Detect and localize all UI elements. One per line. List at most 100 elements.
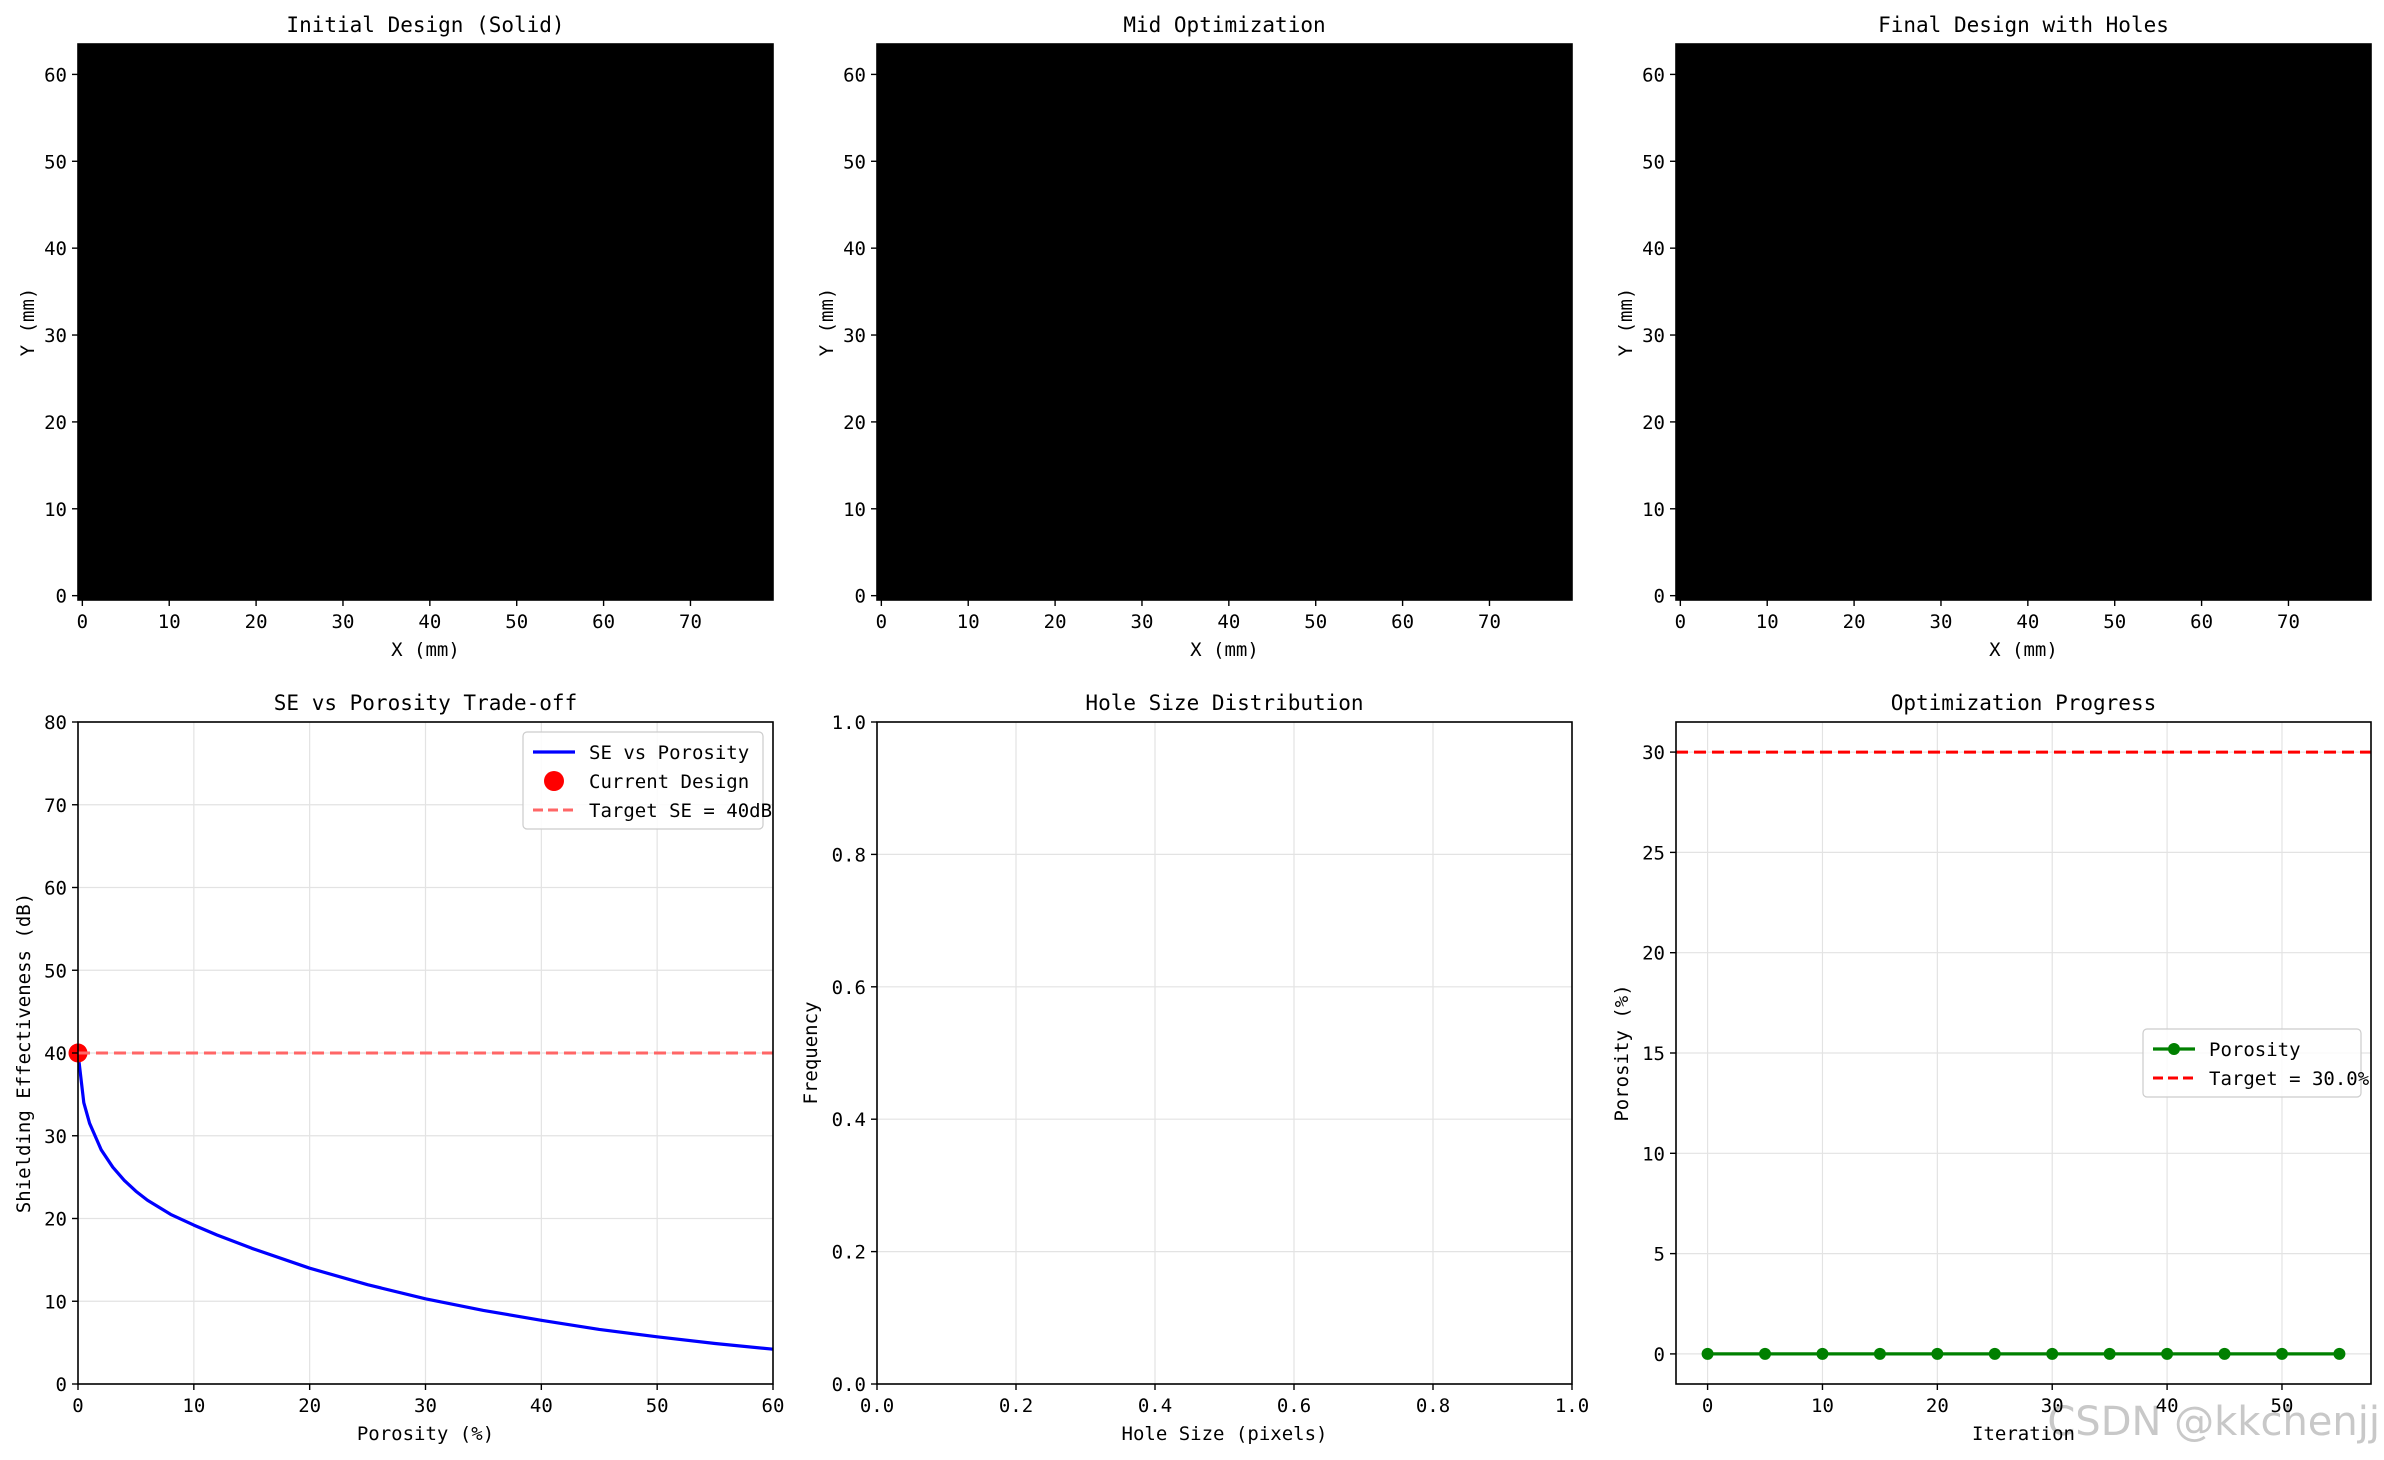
y-tick-label: 50 xyxy=(1642,151,1665,173)
x-tick-label: 20 xyxy=(1843,611,1866,633)
y-tick-label: 40 xyxy=(843,238,866,260)
x-tick-label: 60 xyxy=(762,1395,785,1417)
y-tick-label: 60 xyxy=(44,64,67,86)
legend-box xyxy=(2142,1028,2362,1098)
y-tick-label: 0.2 xyxy=(832,1242,866,1264)
y-tick-label: 0 xyxy=(1654,1344,1665,1366)
data-point xyxy=(1931,1347,1944,1360)
y-tick-label: 30 xyxy=(843,325,866,347)
x-tick-label: 50 xyxy=(1304,611,1327,633)
x-tick-label: 50 xyxy=(505,611,528,633)
x-tick-label: 70 xyxy=(679,611,702,633)
x-tick-label: 50 xyxy=(2103,611,2126,633)
axes-frame xyxy=(77,43,774,601)
x-tick-label: 0.4 xyxy=(1138,1395,1172,1417)
y-tick-label: 20 xyxy=(1642,943,1665,965)
legend: SE vs Porosity Current Design Target SE = … xyxy=(522,731,772,830)
x-tick-label: 40 xyxy=(1217,611,1240,633)
data-point xyxy=(1988,1347,2001,1360)
y-tick-label: 5 xyxy=(1654,1244,1665,1266)
data-point xyxy=(2333,1347,2346,1360)
x-tick-label: 60 xyxy=(2190,611,2213,633)
x-tick-label: 30 xyxy=(414,1395,437,1417)
x-tick-label: 40 xyxy=(2156,1395,2179,1417)
data-point xyxy=(1816,1347,1829,1360)
y-tick-label: 60 xyxy=(44,878,67,900)
x-tick-label: 40 xyxy=(418,611,441,633)
chart-title: SE vs Porosity Trade-off xyxy=(274,691,577,715)
x-tick-label: 0 xyxy=(1702,1395,1713,1417)
y-tick-label: 1.0 xyxy=(832,712,866,734)
x-tick-label: 0 xyxy=(72,1395,83,1417)
legend-label: Target SE = 40dB xyxy=(589,800,772,822)
subplot-2: 0 10 20 30 40 50 60 70 0 10 20 30 40 50 60 Mid Optimiza… xyxy=(816,13,1573,661)
y-tick-label: 15 xyxy=(1642,1043,1665,1065)
x-tick-label: 20 xyxy=(1044,611,1067,633)
series-line xyxy=(76,1052,774,1351)
x-tick-label: 50 xyxy=(2271,1395,2294,1417)
x-tick-label: 40 xyxy=(2016,611,2039,633)
axes-frame xyxy=(876,43,1573,601)
x-axis-label: Hole Size (pixels) xyxy=(1122,1423,1328,1445)
y-tick-label: 0.4 xyxy=(832,1109,866,1131)
y-tick-label: 0 xyxy=(56,586,67,608)
y-tick-label: 10 xyxy=(1642,499,1665,521)
x-axis-label: X (mm) xyxy=(1989,639,2058,661)
y-tick-label: 30 xyxy=(44,325,67,347)
y-tick-label: 20 xyxy=(1642,412,1665,434)
heatmap-image xyxy=(1676,44,2371,600)
data-point xyxy=(2103,1347,2116,1360)
y-tick-label: 10 xyxy=(1642,1143,1665,1165)
y-tick-label: 10 xyxy=(44,499,67,521)
axes-frame xyxy=(1675,43,2372,601)
x-tick-label: 10 xyxy=(957,611,980,633)
subplot-4: 0 10 20 30 40 50 60 0 10 20 30 40 50 60 70 80 SE vs Poro… xyxy=(13,691,784,1445)
legend: Porosity Target = 30.0% xyxy=(2142,1028,2370,1098)
y-axis-label: Porosity (%) xyxy=(1611,984,1633,1121)
x-tick-label: 0 xyxy=(876,611,887,633)
data-point xyxy=(2046,1347,2059,1360)
legend-label: SE vs Porosity xyxy=(589,742,749,764)
y-tick-label: 50 xyxy=(44,960,67,982)
x-tick-label: 0.8 xyxy=(1416,1395,1450,1417)
data-point xyxy=(1873,1347,1886,1360)
y-tick-label: 20 xyxy=(44,1209,67,1231)
x-tick-label: 20 xyxy=(298,1395,321,1417)
legend-box xyxy=(522,731,764,830)
data-point xyxy=(1759,1347,1772,1360)
y-tick-label: 50 xyxy=(44,151,67,173)
x-tick-label: 0 xyxy=(77,611,88,633)
subplot-1: 0 10 20 30 40 50 60 70 0 10 20 30 40 50 60 Initial Desi… xyxy=(17,13,774,661)
subplot-6: 0 10 20 30 40 50 0 5 10 15 20 25 30 Optimization Prog… xyxy=(1611,691,2372,1445)
y-tick-label: 80 xyxy=(44,712,67,734)
x-axis-label: Porosity (%) xyxy=(357,1423,494,1445)
y-tick-label: 40 xyxy=(1642,238,1665,260)
y-tick-label: 20 xyxy=(44,412,67,434)
watermark: CSDN @kkchenjj xyxy=(2047,1399,2380,1445)
y-axis-label: Y (mm) xyxy=(17,288,39,357)
y-tick-label: 0 xyxy=(855,586,866,608)
x-axis-label: Iteration xyxy=(1972,1423,2075,1445)
data-point xyxy=(2275,1347,2288,1360)
x-tick-label: 40 xyxy=(530,1395,553,1417)
y-tick-label: 60 xyxy=(843,64,866,86)
x-tick-label: 0.2 xyxy=(999,1395,1033,1417)
y-tick-label: 0 xyxy=(56,1374,67,1396)
x-tick-label: 10 xyxy=(158,611,181,633)
x-tick-label: 20 xyxy=(1926,1395,1949,1417)
x-tick-label: 20 xyxy=(245,611,268,633)
y-tick-label: 0.0 xyxy=(832,1374,866,1396)
data-point xyxy=(1701,1347,1714,1360)
x-axis-label: X (mm) xyxy=(391,639,460,661)
y-tick-label: 60 xyxy=(1642,64,1665,86)
y-tick-label: 0 xyxy=(1654,586,1665,608)
legend-label: Target = 30.0% xyxy=(2209,1068,2370,1090)
chart-title: Hole Size Distribution xyxy=(1085,691,1363,715)
x-tick-label: 50 xyxy=(646,1395,669,1417)
legend-label: Porosity xyxy=(2209,1039,2301,1061)
chart-title: Optimization Progress xyxy=(1891,691,2157,715)
legend-marker xyxy=(2168,1043,2180,1055)
y-tick-label: 10 xyxy=(843,499,866,521)
x-tick-label: 30 xyxy=(332,611,355,633)
